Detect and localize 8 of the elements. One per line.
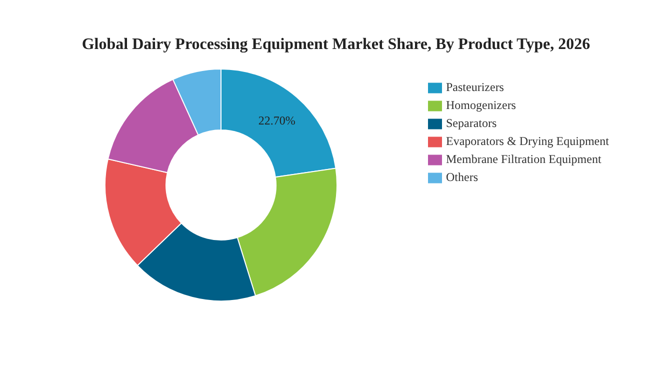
legend-label: Evaporators & Drying Equipment bbox=[446, 134, 609, 148]
legend-label: Homogenizers bbox=[446, 98, 516, 112]
legend-label: Separators bbox=[446, 116, 497, 130]
legend-label: Others bbox=[446, 170, 478, 184]
legend-label: Pasteurizers bbox=[446, 80, 504, 94]
legend-label: Membrane Filtration Equipment bbox=[446, 152, 602, 166]
chart-title: Global Dairy Processing Equipment Market Share, By Product Type, 2026 bbox=[80, 36, 592, 54]
data-label: 22.70% bbox=[258, 113, 296, 128]
